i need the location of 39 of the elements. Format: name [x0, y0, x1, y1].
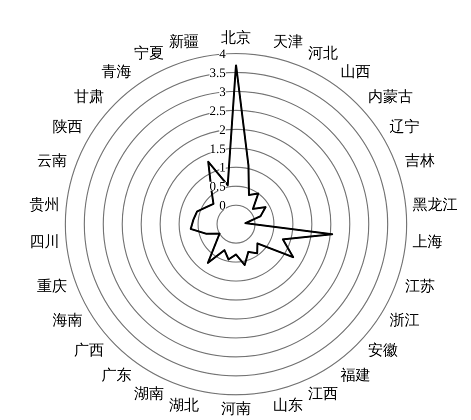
spoke-label: 甘肃 [74, 88, 104, 106]
spoke-label: 湖北 [169, 396, 200, 414]
spoke-label: 云南 [37, 152, 68, 170]
spoke-label: 宁夏 [134, 44, 164, 62]
spoke-label: 浙江 [390, 312, 420, 329]
spoke-label: 北京 [221, 30, 251, 47]
y-tick-label: 1.5 [210, 140, 226, 156]
spoke-label: 山东 [272, 396, 303, 414]
spoke-label: 内蒙古 [368, 88, 413, 106]
spoke-label: 四川 [29, 234, 60, 251]
spoke-label: 海南 [52, 312, 82, 329]
spoke-label: 上海 [412, 234, 443, 251]
y-tick-label: 4 [219, 46, 226, 61]
spoke-label: 青海 [102, 64, 132, 81]
spoke-label: 辽宁 [390, 118, 420, 136]
spoke-label: 山西 [340, 64, 370, 81]
spoke-label: 河南 [221, 400, 251, 418]
spoke-label: 天津 [272, 33, 303, 50]
spoke-label: 吉林 [404, 152, 435, 170]
spoke-label: 广西 [74, 342, 104, 359]
spoke-label: 湖南 [134, 385, 164, 402]
spoke-label: 黑龙江 [412, 196, 458, 214]
y-tick-label: 1 [219, 160, 226, 175]
spoke-label: 陕西 [52, 118, 82, 136]
spoke-label: 河北 [308, 44, 338, 62]
spoke-label: 江苏 [404, 278, 435, 296]
spoke-label: 重庆 [37, 278, 68, 296]
y-tick-label: 2.5 [210, 102, 226, 118]
spoke-label: 新疆 [169, 33, 200, 50]
spoke-label: 安徽 [368, 342, 398, 359]
y-tick-label: 3.5 [210, 64, 226, 80]
spoke-label: 福建 [340, 366, 370, 384]
y-tick-label: 2 [219, 122, 226, 137]
spoke-label: 广东 [102, 366, 132, 384]
y-tick-label: 0.5 [210, 178, 226, 194]
spoke-label: 贵州 [29, 196, 60, 214]
spoke-label: 江西 [308, 385, 338, 402]
y-tick-label: 0 [219, 198, 226, 213]
y-tick-label: 3 [219, 84, 226, 99]
